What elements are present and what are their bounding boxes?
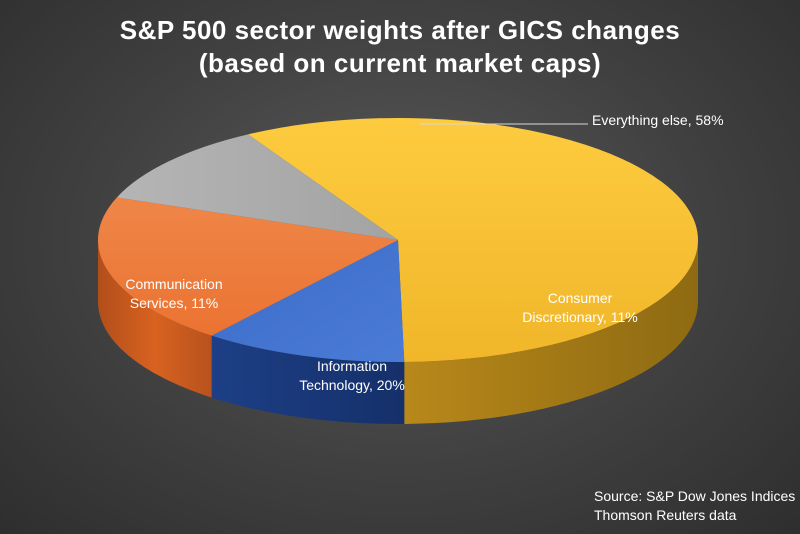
pie-side-consumer-discretionary (211, 335, 405, 424)
chart-title-line2: (based on current market caps) (198, 48, 602, 78)
source-line1: Source: S&P Dow Jones Indices (594, 488, 796, 504)
pie-slice-consumer-discretionary[interactable] (211, 240, 405, 362)
slice-label-communication-services: Communication Services, 11% (125, 276, 222, 311)
pie-slice-information-technology[interactable] (98, 197, 399, 336)
source-note: Source: S&P Dow Jones Indices Thomson Re… (594, 487, 795, 525)
source-line2: Thomson Reuters data (594, 507, 737, 523)
chart-title-line1: S&P 500 sector weights after GICS change… (119, 15, 681, 45)
pie-side-information-technology (98, 240, 212, 398)
pie-side-everything-else (404, 240, 699, 424)
slice-label-everything-else: Everything else, 58% (592, 112, 724, 128)
pie-slice-everything-else[interactable] (248, 117, 699, 362)
slice-label-information-technology: Information Technology, 20% (299, 358, 405, 393)
pie-slice-communication-services[interactable] (116, 134, 399, 240)
slice-label-consumer-discretionary: Consumer Discretionary, 11% (522, 290, 637, 325)
